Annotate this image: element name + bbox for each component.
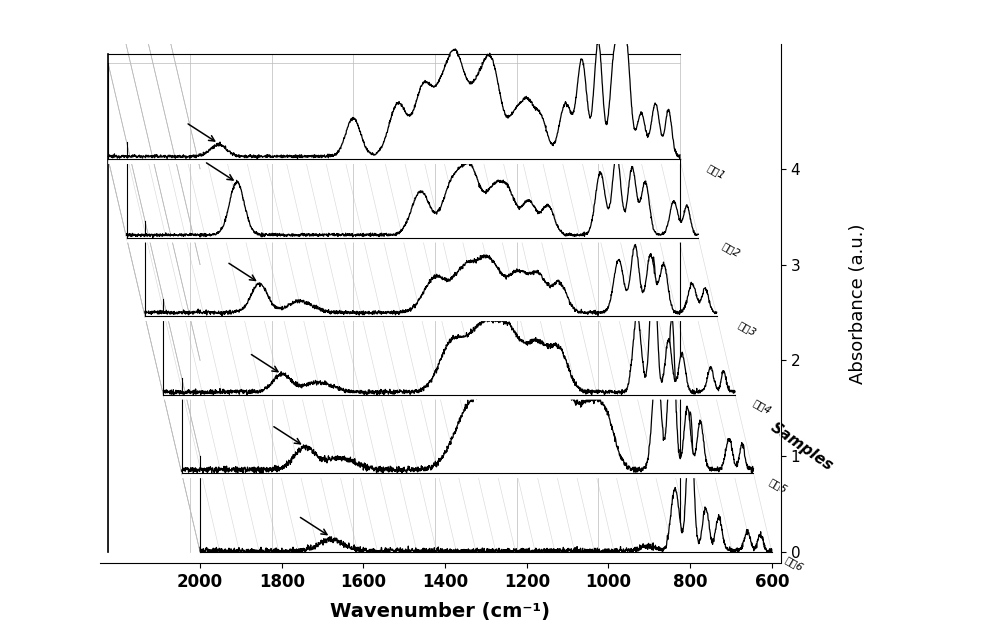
Text: 试样5: 试样5	[767, 476, 789, 494]
Text: Samples: Samples	[768, 420, 836, 473]
X-axis label: Wavenumber (cm⁻¹): Wavenumber (cm⁻¹)	[330, 602, 550, 621]
Text: 试样2: 试样2	[721, 241, 742, 259]
Text: 试样6: 试样6	[783, 555, 805, 573]
Text: 试样3: 试样3	[736, 319, 758, 337]
Text: 试样4: 试样4	[752, 398, 773, 416]
Text: 试样1: 试样1	[705, 162, 727, 180]
Y-axis label: Absorbance (a.u.): Absorbance (a.u.)	[849, 223, 867, 384]
